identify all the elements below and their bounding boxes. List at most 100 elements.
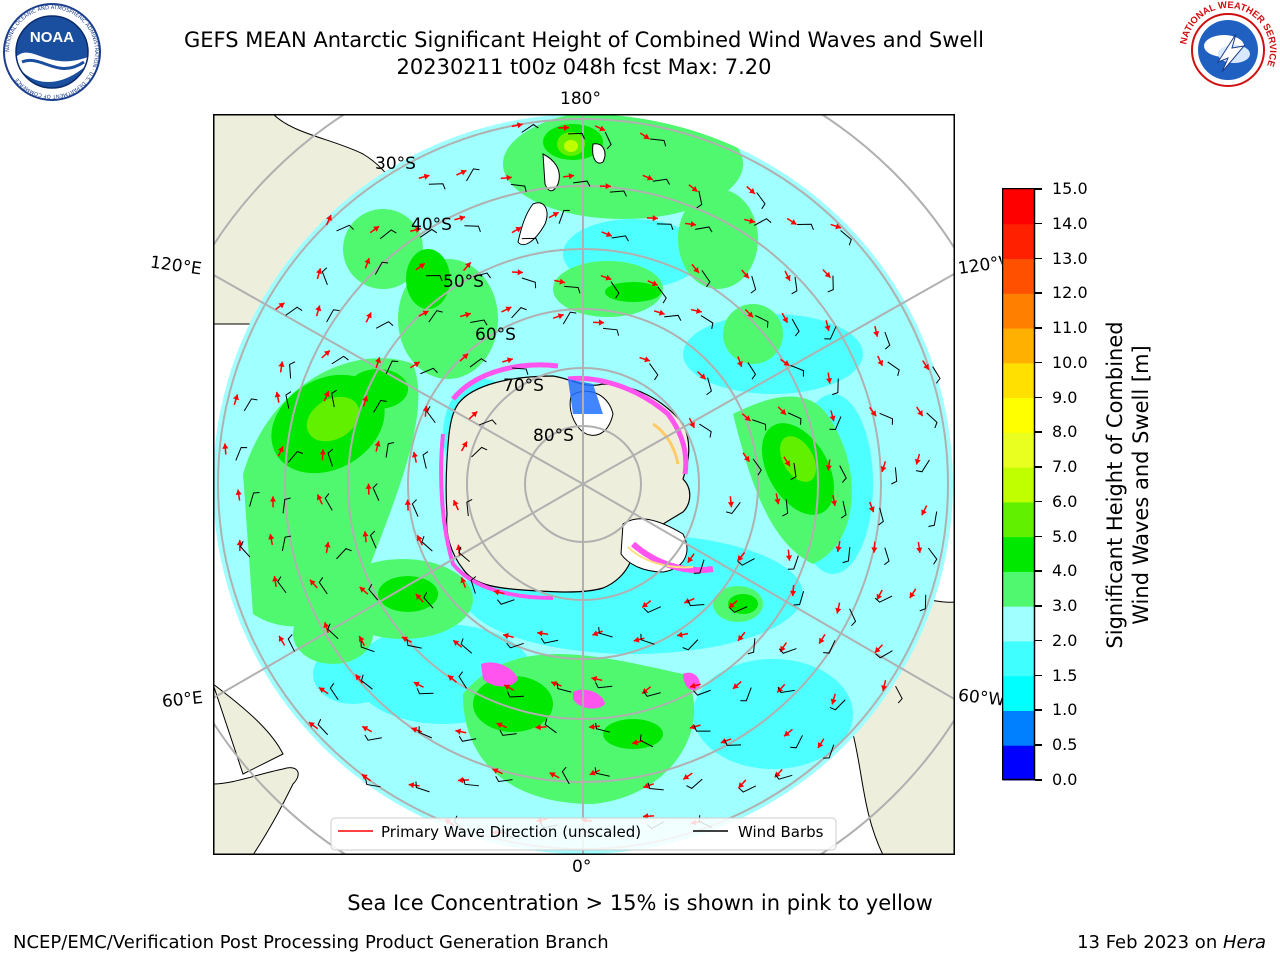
wave-arrow-head — [749, 217, 755, 224]
wave-arrow-head — [453, 500, 459, 507]
wind-barb — [932, 366, 941, 384]
wind-barb — [511, 307, 527, 319]
wind-barb — [884, 547, 890, 566]
wave-arrow-head — [506, 357, 513, 364]
wave-arrow-head — [274, 391, 281, 398]
wind-barb — [422, 451, 429, 469]
wave-arrow-head — [404, 499, 411, 505]
colorbar-tick-mark — [1035, 396, 1042, 399]
wind-barb — [285, 391, 292, 409]
wave-arrow-head — [687, 556, 694, 563]
wind-barb — [375, 321, 394, 329]
wind-barb — [466, 498, 473, 517]
wave-arrow-head — [830, 500, 838, 506]
wind-barb — [787, 412, 802, 425]
wave-arrow-head — [873, 331, 880, 337]
wave-arrow-head — [826, 377, 833, 384]
wave-arrow-head — [362, 395, 369, 402]
wind-barb — [558, 209, 570, 224]
wind-barb — [374, 261, 389, 275]
wind-barb — [506, 691, 524, 698]
wave-arrow-head — [589, 723, 595, 730]
chart-title: GEFS MEAN Antarctic Significant Height o… — [183, 28, 985, 52]
wind-barb — [385, 442, 395, 458]
colorbar-band — [1003, 501, 1035, 538]
wind-barb — [790, 364, 804, 377]
wave-arrow-head — [277, 446, 284, 453]
wave-arrow-head — [272, 576, 279, 582]
wind-barb — [521, 237, 539, 245]
wave-arrow-head — [364, 258, 371, 265]
colorbar-tick-mark — [1035, 327, 1042, 329]
wind-barb — [693, 689, 711, 696]
wave-arrow-head — [559, 278, 566, 285]
wave-arrow-head — [643, 782, 650, 789]
wave-arrow-head — [496, 722, 503, 729]
wave-arrow-head — [651, 280, 658, 287]
wave-arrow-head — [738, 634, 744, 641]
wind-barb — [778, 648, 797, 654]
wave-arrow-head — [278, 635, 285, 642]
wind-barb — [243, 398, 258, 412]
wave-arrow-head — [326, 214, 332, 221]
lat-label-30s: 30°S — [375, 154, 416, 174]
wind-barb — [791, 276, 798, 295]
wave-arrow-head — [535, 724, 541, 731]
wave-arrow-head — [461, 441, 468, 448]
wave-arrow-head — [413, 361, 420, 368]
nws-logo: NATIONAL WEATHER SERVICE — [1178, 0, 1278, 98]
wind-barb — [787, 555, 799, 570]
colorbar-label: Significant Height of Combined Wind Wave… — [1102, 321, 1154, 648]
wind-barb — [752, 419, 767, 431]
wave-arrow-head — [323, 622, 330, 629]
colorbar-band — [1003, 467, 1035, 503]
wind-barb — [724, 739, 742, 746]
wave-arrow-head — [361, 774, 368, 780]
wind-barb — [755, 315, 769, 328]
colorbar-tick-mark — [1035, 431, 1042, 433]
wind-barb — [824, 326, 837, 340]
colorbar-band — [1003, 432, 1035, 468]
wind-barb — [470, 576, 477, 594]
wave-arrow-head — [870, 410, 877, 417]
footer-host: Hera — [1222, 932, 1266, 953]
wind-barb — [425, 275, 443, 282]
wave-arrow-head — [471, 411, 478, 418]
wind-barb — [840, 230, 852, 246]
wave-arrow-head — [598, 319, 605, 326]
colorbar-tick-mark — [1035, 222, 1042, 225]
wave-arrow-head — [316, 494, 323, 501]
wind-barb — [695, 226, 713, 233]
wind-barb — [656, 223, 674, 231]
wind-barb — [415, 781, 430, 793]
wind-barb — [336, 548, 352, 560]
lat-label-80s: 80°S — [533, 426, 574, 446]
lon-label-60e: 60°E — [161, 687, 204, 713]
wind-barb — [428, 183, 446, 190]
wind-barb — [469, 358, 487, 368]
colorbar-tick-mark — [1035, 674, 1042, 677]
wave-arrow-head — [592, 630, 599, 637]
wind-barb — [573, 180, 591, 187]
wave-arrow-head — [736, 361, 743, 367]
wind-barb — [643, 606, 662, 614]
colorbar-label-line2: Wind Waves and Swell [m] — [1129, 345, 1153, 625]
wind-barb — [471, 446, 488, 458]
wind-barb — [839, 465, 847, 483]
wave-arrow-head — [830, 698, 837, 705]
wave-arrow-head — [605, 183, 611, 190]
noaa-logo: NOAA NATIONAL OCEANIC AND ATMOSPHERIC AD… — [3, 3, 101, 101]
wave-arrow-head — [589, 769, 596, 776]
colorbar-tick-label: 2.0 — [1052, 630, 1078, 650]
wind-barb — [406, 639, 422, 649]
wave-arrow-head — [876, 593, 883, 600]
wave-arrow-head — [782, 316, 788, 323]
wind-barb — [458, 735, 477, 742]
wind-barb — [564, 285, 581, 294]
wind-barb — [791, 318, 800, 337]
wave-arrow-head — [464, 311, 471, 318]
wind-barb — [747, 638, 756, 655]
colorbar-tick-mark — [1035, 466, 1042, 468]
wind-barb — [416, 688, 434, 695]
wave-arrow-head — [268, 534, 275, 540]
